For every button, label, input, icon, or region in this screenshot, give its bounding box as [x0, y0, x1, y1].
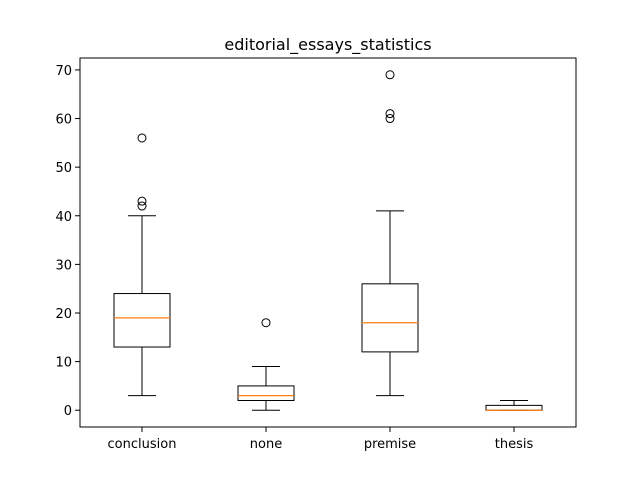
y-tick-label: 40: [55, 210, 72, 225]
iqr-box: [113, 293, 171, 348]
x-tick-label: none: [250, 437, 282, 452]
iqr-box: [237, 385, 295, 402]
plot-area: 0 10 20 30 40 50 60 70 conclusion none premise thes…: [55, 64, 543, 452]
y-tick-label: 0: [64, 404, 72, 419]
y-tick-label: 50: [55, 161, 72, 176]
axes-frame: [79, 57, 577, 428]
y-tick-label: 20: [55, 307, 72, 322]
y-tick-label: 10: [55, 356, 72, 371]
x-tick-label: thesis: [495, 437, 534, 452]
outlier-point: [137, 133, 147, 143]
outlier-point: [385, 109, 395, 119]
x-tick-label: premise: [364, 437, 416, 452]
x-tick-label: conclusion: [108, 437, 177, 452]
outlier-point: [137, 196, 147, 206]
outlier-point: [137, 201, 147, 211]
iqr-box: [485, 404, 543, 411]
outlier-point: [261, 318, 271, 328]
chart-title: editorial_essays_statistics: [224, 35, 431, 55]
y-tick-label: 60: [55, 113, 72, 128]
iqr-box: [361, 283, 419, 353]
y-tick-label: 70: [55, 64, 72, 79]
outlier-point: [385, 70, 395, 80]
y-tick-label: 30: [55, 258, 72, 273]
outlier-point: [385, 114, 395, 124]
